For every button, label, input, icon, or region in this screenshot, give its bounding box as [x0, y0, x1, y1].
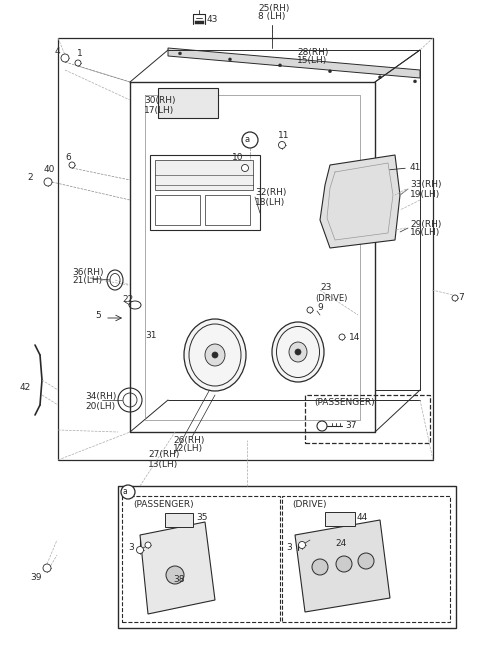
Circle shape [295, 349, 301, 355]
Text: 27(RH): 27(RH) [148, 450, 180, 459]
Circle shape [312, 559, 328, 575]
Text: 20(LH): 20(LH) [85, 402, 115, 411]
Circle shape [166, 566, 184, 584]
Text: 22: 22 [122, 295, 133, 304]
Text: 37: 37 [345, 421, 357, 430]
Text: (PASSENGER): (PASSENGER) [133, 500, 193, 509]
Text: 34(RH): 34(RH) [85, 393, 116, 402]
Circle shape [75, 60, 81, 66]
Polygon shape [140, 522, 215, 614]
Text: 9: 9 [317, 304, 323, 313]
Ellipse shape [184, 319, 246, 391]
Text: 12(LH): 12(LH) [173, 445, 203, 454]
Text: 28(RH): 28(RH) [297, 47, 328, 56]
Text: a: a [244, 136, 250, 145]
Bar [305, 395, 430, 443]
Bar [205, 195, 250, 225]
Circle shape [452, 295, 458, 301]
Text: 35: 35 [196, 513, 207, 522]
Ellipse shape [289, 342, 307, 362]
Text: 6: 6 [65, 154, 71, 162]
Text: 11: 11 [278, 132, 289, 140]
Circle shape [299, 541, 305, 548]
Circle shape [212, 352, 218, 358]
Text: 16(LH): 16(LH) [410, 228, 440, 238]
Bar [118, 486, 456, 628]
Polygon shape [295, 520, 390, 612]
Text: 19(LH): 19(LH) [410, 190, 440, 199]
Text: 18(LH): 18(LH) [255, 197, 285, 206]
Circle shape [136, 546, 144, 554]
Circle shape [358, 553, 374, 569]
Bar [165, 513, 193, 527]
Text: 38: 38 [173, 576, 184, 585]
Circle shape [179, 52, 181, 55]
Circle shape [278, 141, 286, 149]
Circle shape [328, 70, 332, 73]
Text: 1: 1 [77, 49, 83, 58]
Text: 26(RH): 26(RH) [173, 435, 204, 445]
Text: 15(LH): 15(LH) [297, 56, 327, 66]
Text: 39: 39 [30, 574, 41, 583]
Text: (DRIVE): (DRIVE) [315, 293, 348, 302]
Text: 13(LH): 13(LH) [148, 459, 178, 469]
Text: 25(RH): 25(RH) [258, 3, 289, 12]
Text: (PASSENGER): (PASSENGER) [314, 398, 374, 408]
Circle shape [69, 162, 75, 168]
Text: 29(RH): 29(RH) [410, 219, 442, 228]
Circle shape [61, 54, 69, 62]
Bar [155, 160, 253, 190]
Circle shape [307, 307, 313, 313]
Text: 30(RH): 30(RH) [144, 95, 176, 104]
Text: 7: 7 [458, 293, 464, 302]
Text: 44: 44 [357, 513, 368, 522]
Text: 3: 3 [286, 543, 292, 552]
Text: 32(RH): 32(RH) [255, 188, 287, 197]
Text: 8 (LH): 8 (LH) [258, 12, 286, 21]
Text: a: a [122, 487, 127, 496]
Text: 24: 24 [335, 539, 346, 548]
Text: 36(RH): 36(RH) [72, 267, 104, 276]
Circle shape [278, 64, 281, 67]
Ellipse shape [205, 344, 225, 366]
Text: 21(LH): 21(LH) [72, 276, 102, 286]
Text: 3: 3 [128, 543, 134, 552]
Text: 17(LH): 17(LH) [144, 106, 174, 114]
Bar [122, 496, 280, 622]
Polygon shape [168, 48, 420, 78]
Text: 14: 14 [349, 332, 360, 341]
Text: 5: 5 [95, 310, 101, 319]
Text: 43: 43 [207, 14, 218, 23]
Circle shape [339, 334, 345, 340]
Text: (DRIVE): (DRIVE) [292, 500, 326, 509]
Text: 31: 31 [145, 330, 156, 339]
Bar [158, 88, 218, 118]
Circle shape [336, 556, 352, 572]
Circle shape [145, 542, 151, 548]
Circle shape [228, 58, 231, 61]
Bar [58, 38, 433, 460]
Circle shape [379, 76, 382, 79]
Circle shape [242, 132, 258, 148]
Circle shape [44, 178, 52, 186]
Text: 41: 41 [410, 164, 421, 173]
Text: 33(RH): 33(RH) [410, 180, 442, 190]
Text: 42: 42 [20, 384, 31, 393]
Circle shape [121, 485, 135, 499]
Bar [325, 512, 355, 526]
Circle shape [241, 164, 249, 171]
Circle shape [43, 564, 51, 572]
Text: 2: 2 [27, 173, 33, 182]
Text: 10: 10 [232, 154, 243, 162]
Polygon shape [320, 155, 400, 248]
Text: 40: 40 [44, 165, 55, 175]
Bar [282, 496, 450, 622]
Bar [155, 195, 200, 225]
Bar [150, 155, 260, 230]
Circle shape [413, 80, 417, 83]
Text: 23: 23 [320, 284, 331, 293]
Text: 4: 4 [55, 47, 60, 56]
Ellipse shape [272, 322, 324, 382]
